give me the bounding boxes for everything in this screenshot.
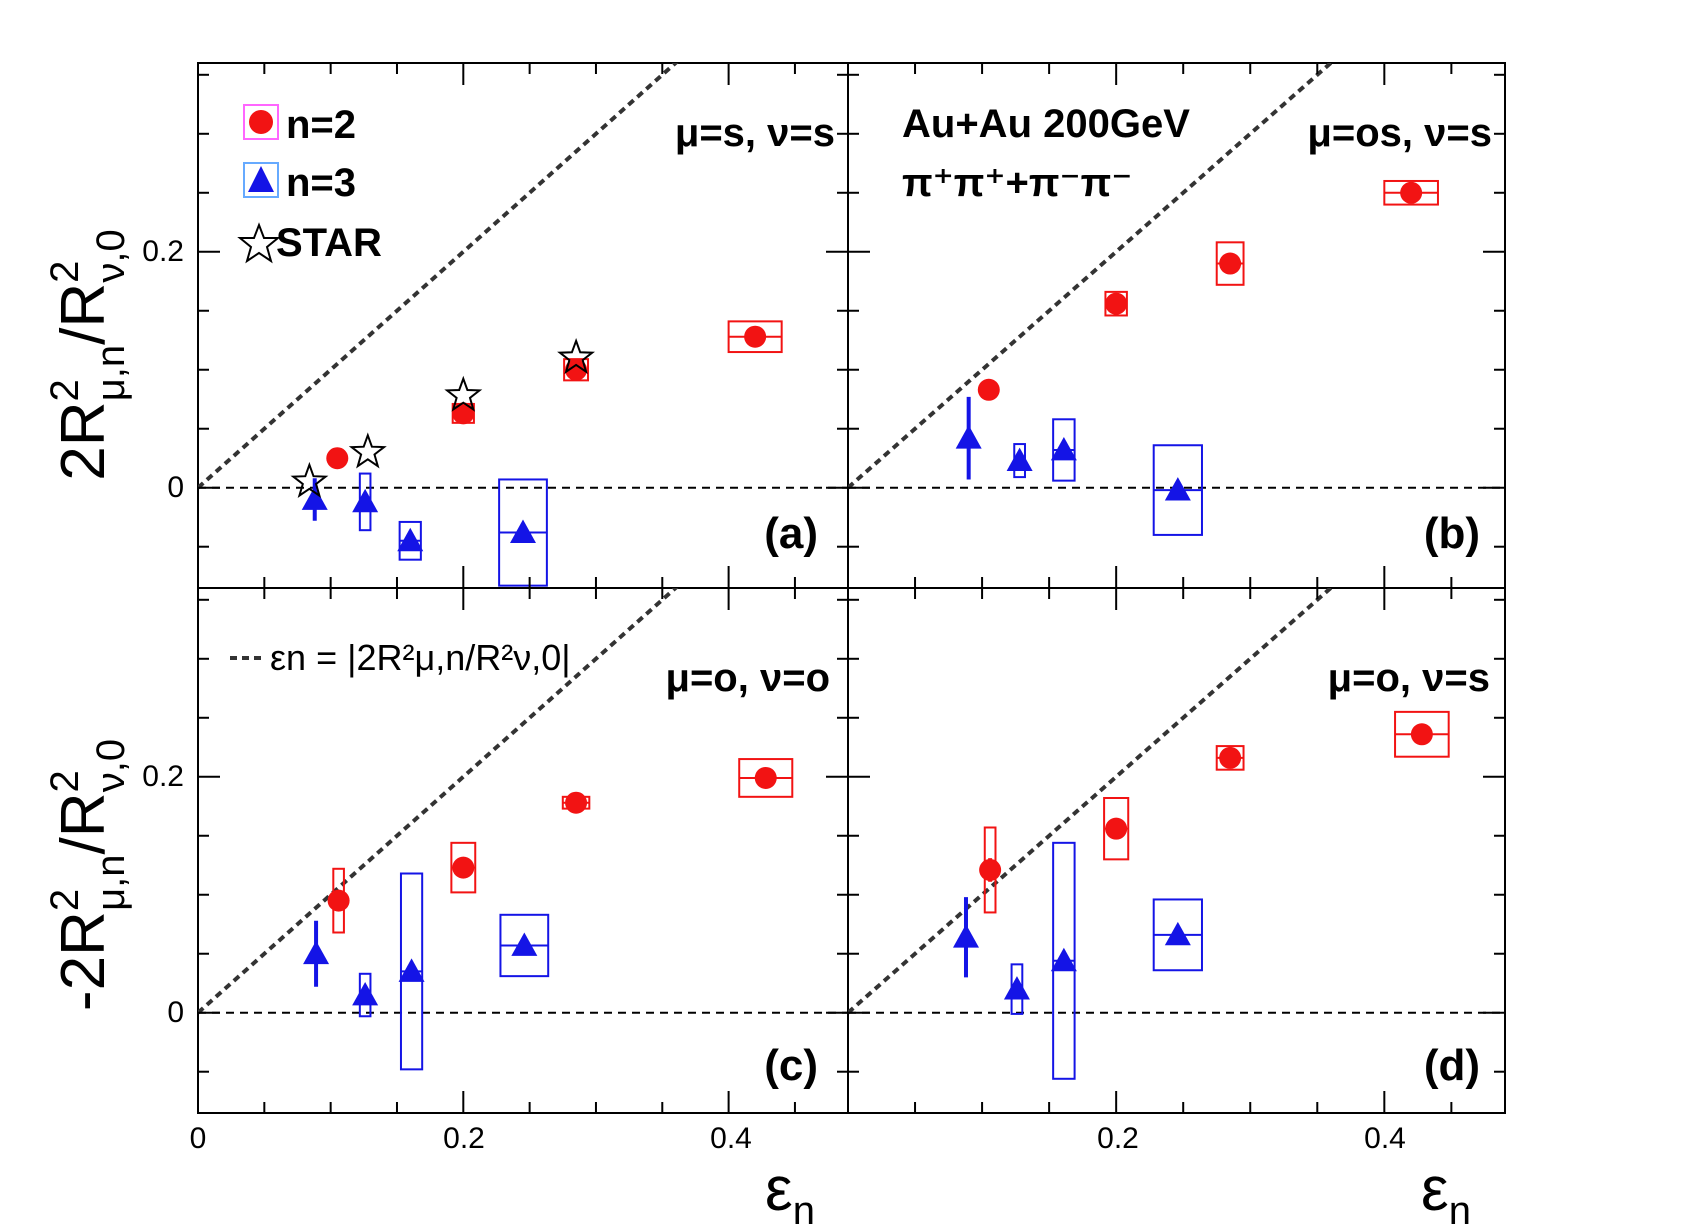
n3-point-a-3 — [510, 519, 536, 543]
panel-a-plot-area — [198, 63, 848, 587]
legend-n3-marker — [248, 166, 274, 192]
star-point-a-0 — [290, 461, 329, 498]
n3-point-a-2 — [397, 527, 424, 552]
n2-point-c-2 — [565, 791, 588, 814]
legend-n3-box — [243, 162, 279, 198]
n2-point-d-3 — [1410, 723, 1433, 746]
n3-point-c-2 — [398, 958, 425, 982]
y-axis-title-bottom: -2R2μ,n/R2ν,0 — [43, 739, 133, 1011]
n2-point-b-1 — [1105, 292, 1128, 315]
y-tick-label-top-02: 0.2 — [142, 235, 184, 268]
n3-point-d-0 — [952, 924, 979, 948]
y-tick-label-top-0: 0 — [167, 471, 184, 504]
x-axis-title-left: εn — [765, 1155, 815, 1229]
x-tick-label-left-04: 0.4 — [710, 1122, 752, 1155]
n2-point-a-3 — [744, 325, 767, 348]
star-point-a-1 — [348, 432, 387, 469]
panel-a-letter: (a) — [764, 509, 818, 558]
panel-c-diagonal-line — [198, 588, 679, 1015]
panel-d-plot-area — [848, 588, 1505, 1080]
x-axis-title-right: εn — [1421, 1155, 1471, 1229]
n3-point-c-0 — [303, 940, 330, 965]
x-tick-label-right-04: 0.4 — [1364, 1122, 1406, 1155]
legend: n=2 n=3 STAR εn = |2R²μ,n/R²ν,0| — [230, 103, 571, 678]
panel-d-frame — [847, 587, 1506, 1114]
legend-star-marker — [237, 222, 281, 264]
n2-point-d-2 — [1219, 746, 1242, 769]
legend-n2-label: n=2 — [286, 103, 356, 147]
n3-point-c-3 — [511, 932, 538, 956]
panel-b-letter: (b) — [1424, 509, 1480, 558]
y-tick-label-bottom-02: 0.2 — [142, 760, 184, 793]
y-tick-label-bottom-0: 0 — [167, 996, 184, 1029]
panel-c — [197, 587, 849, 1114]
panel-b-plot-area — [848, 63, 1505, 536]
legend-star-label: STAR — [276, 221, 382, 265]
n3-point-a-1 — [352, 488, 379, 513]
panel-a — [197, 62, 849, 589]
panel-c-letter: (c) — [764, 1041, 818, 1090]
panel-d-title: μ=o, ν=s — [1328, 656, 1490, 700]
annotation-collision: Au+Au 200GeV — [902, 102, 1190, 146]
panel-a-diagonal-line — [198, 63, 679, 490]
n2-point-a-0 — [326, 447, 349, 470]
n3-point-c-1 — [352, 982, 379, 1006]
n2-point-b-0 — [977, 378, 1000, 401]
legend-diagonal-label: εn = |2R²μ,n/R²ν,0| — [270, 637, 571, 678]
legend-n2-marker — [249, 110, 273, 134]
panel-a-title: μ=s, ν=s — [675, 111, 835, 155]
x-tick-label-left-0: 0 — [190, 1122, 207, 1155]
panel-d — [847, 587, 1506, 1114]
n2-point-c-0 — [327, 889, 350, 912]
n3-point-b-1 — [1006, 447, 1033, 471]
n2-point-b-3 — [1400, 181, 1423, 204]
n2-point-d-0 — [979, 858, 1002, 881]
n3-point-d-2 — [1050, 947, 1077, 972]
panel-d-diagonal-line — [848, 588, 1334, 1015]
panel-c-title: μ=o, ν=o — [665, 656, 830, 700]
legend-n2-box — [243, 104, 279, 140]
n2-point-c-1 — [452, 856, 475, 879]
panel-d-letter: (d) — [1424, 1041, 1480, 1090]
n2-point-a-1 — [452, 402, 475, 425]
n3-point-b-0 — [955, 425, 982, 449]
n2-point-b-2 — [1219, 252, 1242, 275]
panel-c-plot-area — [198, 588, 848, 1071]
star-point-a-2 — [444, 375, 483, 412]
panel-b-title: μ=os, ν=s — [1307, 111, 1492, 155]
legend-n3-label: n=3 — [286, 161, 356, 205]
star-point-a-3 — [557, 337, 595, 375]
n3-point-a-0 — [301, 486, 328, 510]
y-axis-title-top: 2R2μ,n/R2ν,0 — [43, 229, 133, 481]
x-tick-label-left-02: 0.2 — [443, 1122, 485, 1155]
n2-point-d-1 — [1105, 817, 1128, 840]
n3-point-b-3 — [1164, 477, 1191, 501]
annotation-pairs: π⁺π⁺+π⁻π⁻ — [902, 161, 1132, 205]
panel-b — [847, 62, 1506, 589]
n2-point-c-3 — [754, 766, 777, 789]
n3-point-b-2 — [1050, 436, 1077, 461]
n3-point-d-3 — [1164, 921, 1191, 946]
x-tick-label-right-02: 0.2 — [1097, 1122, 1139, 1155]
n3-point-d-1 — [1003, 976, 1030, 1000]
panel-b-diagonal-line — [848, 63, 1334, 490]
n2-point-a-2 — [565, 358, 588, 381]
panels-layer — [197, 62, 1506, 1114]
